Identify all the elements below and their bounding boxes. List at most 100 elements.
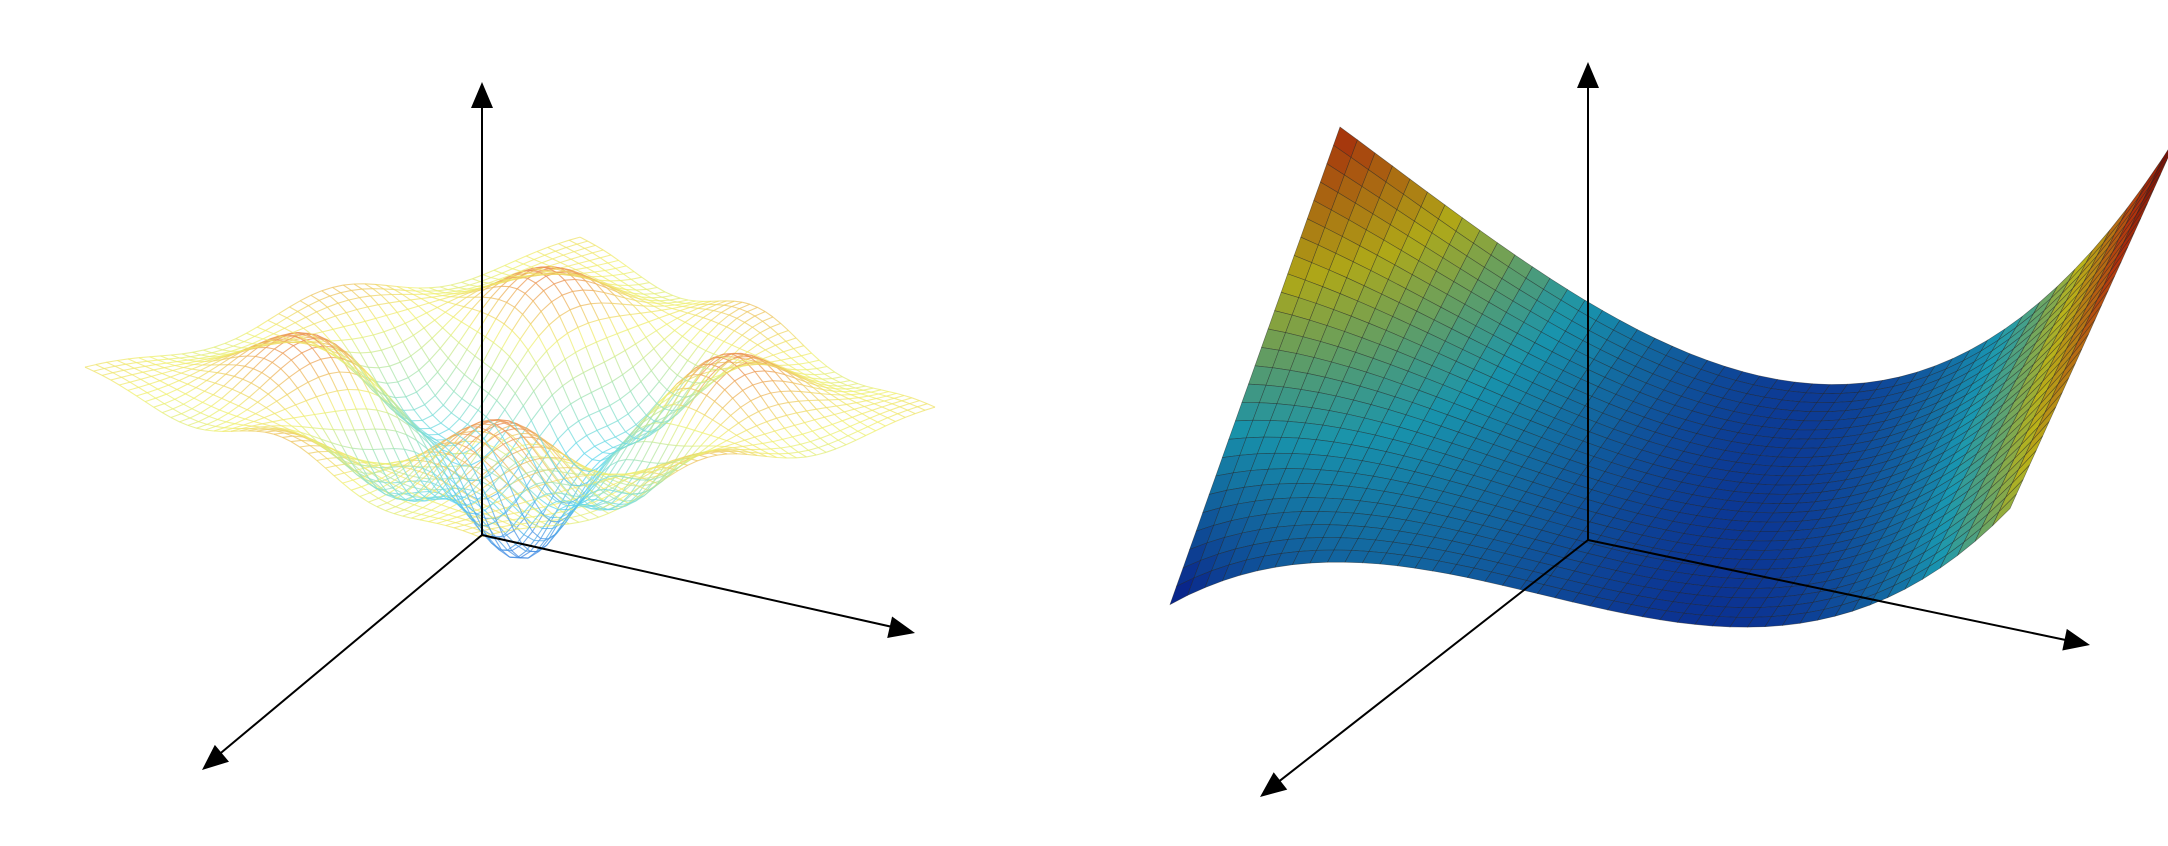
mesh-line xyxy=(724,389,734,399)
mesh-line xyxy=(812,430,821,439)
mesh-line xyxy=(181,408,193,415)
mesh-line xyxy=(332,328,342,341)
mesh-line xyxy=(359,496,369,503)
mesh-line xyxy=(620,280,629,286)
mesh-line xyxy=(587,240,596,246)
mesh-line xyxy=(599,476,608,482)
mesh-line xyxy=(631,482,641,488)
mesh-line xyxy=(461,278,473,283)
mesh-line xyxy=(155,364,165,369)
mesh-line xyxy=(198,421,208,425)
mesh-line xyxy=(593,290,605,294)
mesh-line xyxy=(376,409,388,414)
mesh-line xyxy=(353,429,364,450)
mesh-line xyxy=(388,302,398,313)
mesh-line xyxy=(289,429,299,435)
mesh-line xyxy=(451,412,460,420)
mesh-line xyxy=(159,380,169,386)
mesh-line xyxy=(430,422,442,429)
mesh-line xyxy=(499,476,509,486)
mesh-line xyxy=(512,421,522,437)
mesh-line xyxy=(242,378,252,384)
mesh-line xyxy=(322,345,334,348)
mesh-line xyxy=(790,443,801,448)
mesh-line xyxy=(498,274,510,280)
mesh-line xyxy=(246,347,258,357)
mesh-line xyxy=(754,436,763,444)
mesh-line xyxy=(570,258,580,264)
mesh-line xyxy=(556,271,568,274)
mesh-line xyxy=(492,494,502,504)
mesh-line xyxy=(408,470,420,481)
mesh-line xyxy=(671,335,683,348)
mesh-line xyxy=(698,445,709,455)
mesh-line xyxy=(899,406,908,411)
mesh-line xyxy=(723,304,732,308)
mesh-line xyxy=(429,287,438,292)
mesh-line xyxy=(777,329,789,335)
mesh-line xyxy=(257,401,267,409)
mesh-line xyxy=(599,279,608,285)
mesh-line xyxy=(533,258,543,264)
mesh-line xyxy=(558,243,567,248)
mesh-line xyxy=(849,425,859,432)
mesh-line xyxy=(559,403,571,413)
mesh-line xyxy=(653,305,662,311)
mesh-line xyxy=(762,320,771,328)
mesh-line xyxy=(577,490,586,500)
mesh-line xyxy=(679,306,691,312)
mesh-line xyxy=(112,369,124,374)
mesh-line xyxy=(456,440,466,454)
mesh-line xyxy=(623,273,632,280)
mesh-line xyxy=(461,506,471,519)
mesh-line xyxy=(788,451,799,454)
mesh-line xyxy=(825,386,834,392)
mesh-line xyxy=(397,381,407,398)
mesh-line xyxy=(313,319,325,325)
mesh-line xyxy=(641,484,651,494)
mesh-line xyxy=(290,441,300,448)
mesh-line xyxy=(297,311,307,318)
mesh-line xyxy=(565,247,575,253)
mesh-line xyxy=(419,519,429,523)
mesh-line xyxy=(256,430,266,433)
mesh-line xyxy=(871,409,881,415)
mesh-line xyxy=(507,482,517,502)
mesh-line xyxy=(456,513,468,518)
mesh-line xyxy=(587,495,596,498)
mesh-line xyxy=(680,460,689,467)
mesh-line xyxy=(752,361,761,365)
mesh-line xyxy=(299,446,309,454)
mesh-line xyxy=(570,403,580,422)
mesh-line xyxy=(742,444,753,447)
mesh-line xyxy=(816,451,827,456)
mesh-line xyxy=(232,424,244,429)
mesh-line xyxy=(583,366,595,374)
mesh-line xyxy=(783,368,793,374)
mesh-line xyxy=(796,412,805,423)
mesh-line xyxy=(445,382,455,392)
mesh-line xyxy=(388,486,400,494)
mesh-line xyxy=(321,290,331,297)
mesh-line xyxy=(686,410,697,429)
mesh-line xyxy=(877,421,886,427)
mesh-line xyxy=(329,292,341,297)
mesh-line xyxy=(580,511,591,516)
mesh-line xyxy=(447,289,457,292)
mesh-line xyxy=(112,372,122,378)
mesh-line xyxy=(490,297,499,300)
mesh-line xyxy=(804,381,814,388)
mesh-line xyxy=(446,439,456,446)
mesh-line xyxy=(687,346,699,361)
mesh-line xyxy=(819,437,829,445)
mesh-line xyxy=(533,528,543,541)
mesh-line xyxy=(472,447,482,461)
mesh-line xyxy=(645,414,655,422)
mesh-line xyxy=(546,350,556,368)
mesh-line xyxy=(269,377,280,387)
mesh-line xyxy=(599,405,611,412)
mesh-line xyxy=(397,417,409,426)
mesh-line xyxy=(776,417,785,429)
mesh-line xyxy=(507,462,517,470)
mesh-line xyxy=(580,493,590,503)
